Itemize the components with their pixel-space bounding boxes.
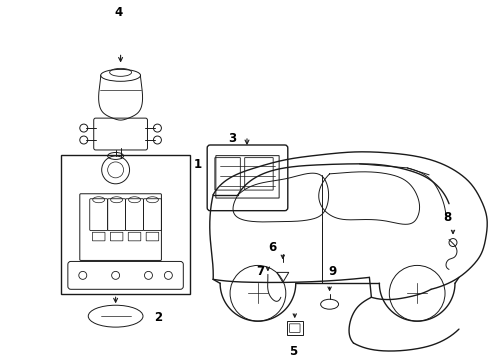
Text: 7: 7 bbox=[256, 265, 264, 278]
Text: 5: 5 bbox=[289, 345, 297, 357]
Text: 6: 6 bbox=[269, 241, 277, 254]
Text: 2: 2 bbox=[154, 311, 163, 324]
Text: 8: 8 bbox=[443, 211, 451, 224]
Text: 1: 1 bbox=[194, 158, 202, 171]
Text: 9: 9 bbox=[328, 265, 337, 278]
Text: 3: 3 bbox=[228, 131, 236, 144]
Text: 4: 4 bbox=[115, 6, 122, 19]
